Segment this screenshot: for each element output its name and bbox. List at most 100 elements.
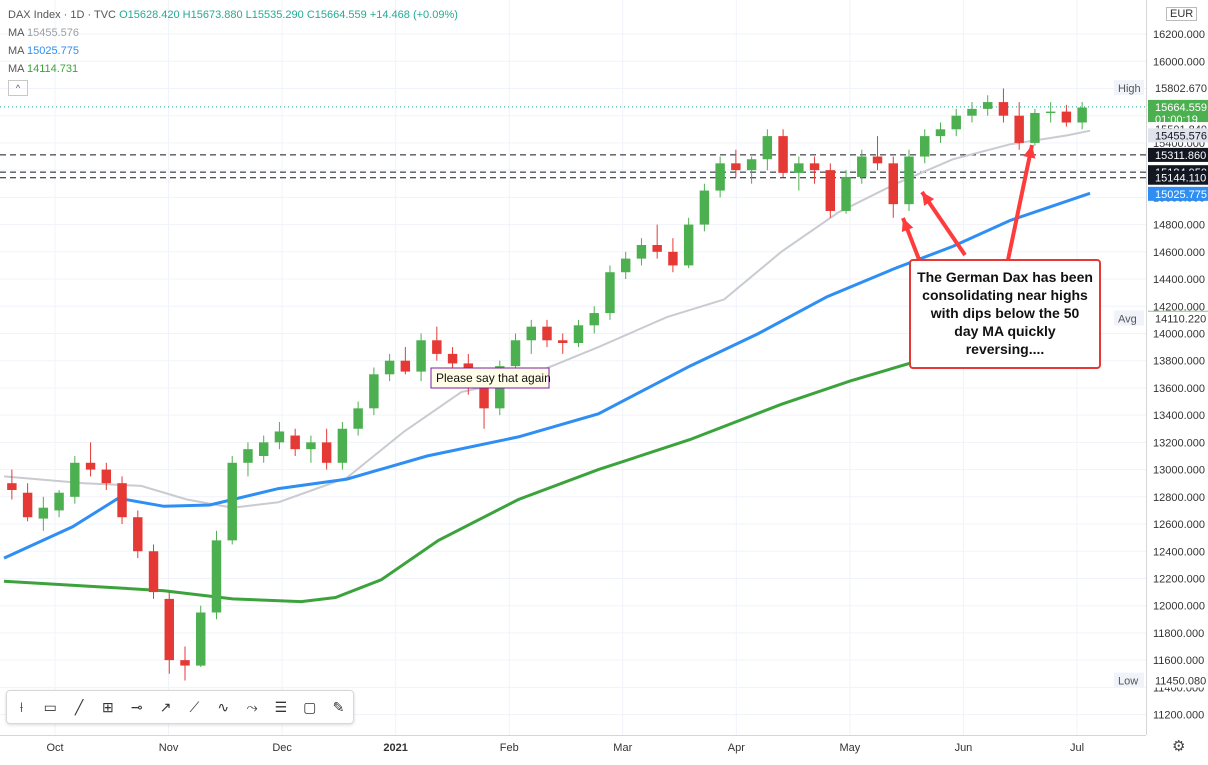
candle-body [337,428,348,463]
candle-body [211,540,222,613]
ma50-tag-bg [1148,128,1208,143]
candle-body [636,245,647,259]
arrow-shaft [920,190,967,257]
ma-value: 14114.731 [26,63,79,75]
candle [38,496,49,531]
curve-tool-icon[interactable]: ∿ [217,698,230,715]
trend-line-tool-icon[interactable]: ╱ [74,698,84,715]
candle [652,224,662,259]
candlestick-chart[interactable]: The German Dax has been consolidating nea… [0,0,1146,735]
candle [542,319,552,348]
time-tick-label: Jun [955,742,973,754]
candle-body [22,492,33,518]
candle [762,129,773,171]
candle [117,476,127,525]
candle-body [542,326,552,341]
price-tick-label: 14400.000 [1153,274,1205,286]
arrow-line-tool-icon[interactable]: ↗ [159,698,172,715]
collapse-legend-icon[interactable]: ^ [8,80,28,96]
box-tool-icon[interactable]: ▢ [303,698,317,715]
candle-body [101,469,112,484]
candle-body [998,102,1009,116]
candle [211,530,222,620]
time-axis[interactable]: Oct Nov Dec 2021 Feb Mar Apr May Jun Jul [0,735,1146,759]
tooltip-box: Please say that again [430,367,551,389]
annotation-line: with dips below the 50 [930,305,1080,321]
legend-ma-50: MA 15455.576 [8,24,458,42]
candle-body [400,360,411,372]
price-tick-label: 12600.000 [1153,519,1205,531]
time-tick-label: Jul [1070,742,1084,754]
candle [636,238,647,266]
price-tick-label: 12000.000 [1153,601,1205,613]
candle [1077,102,1087,130]
candle-body [227,462,237,541]
brush-tool-icon[interactable]: ✎ [332,698,345,715]
candle-body [573,325,584,343]
candle-body [353,408,363,429]
rectangle-tool-icon[interactable]: ▭ [43,698,57,715]
candle [699,183,710,232]
candle [841,170,851,214]
polyline-tool-icon[interactable]: ⤳ [246,698,258,715]
candle-body [85,462,96,470]
candle-body [164,598,174,661]
candle [70,455,80,504]
candle-body [589,313,599,326]
candle-body [133,517,143,552]
time-axis-svg: Oct Nov Dec 2021 Feb Mar Apr May Jun Jul [46,742,1084,754]
candle-body [306,442,316,450]
ma50-tag: 15455.576 [1155,130,1207,142]
cursor-tool-icon[interactable]: ⟊ [19,698,24,715]
annotation-border [909,259,1101,369]
settings-gear-icon[interactable]: ⚙ [1172,738,1186,755]
candle-body [38,507,49,519]
avg-tag-bg [1148,311,1208,326]
ma100-tag-bg [1148,186,1208,201]
candle-body [605,272,615,314]
tooltip-border [430,367,550,389]
candle-body [148,551,159,593]
price-tick-label: 12200.000 [1153,573,1205,585]
time-tick-label: Feb [500,742,519,754]
time-tick-label: May [839,742,860,754]
candle [683,217,694,269]
current-price-tag: 15664.559 [1155,102,1207,114]
currency-badge[interactable]: EUR [1166,7,1198,21]
candle [243,442,253,477]
candle-body [715,163,725,191]
annotation-line: consolidating near highs [922,287,1088,303]
price-tick-label: 14200.000 [1153,301,1205,313]
candle [85,442,96,477]
price-axis[interactable]: 11200.000 11400.000 11600.000 11800.000 1200… [1146,0,1208,735]
candle-body [196,612,206,666]
level1-tag-bg [1148,147,1208,162]
candle [573,319,584,348]
candle [148,544,159,599]
crosshair-tool-icon[interactable]: ⊞ [102,698,114,715]
candle-body [982,102,993,109]
candle [746,156,757,184]
candle-body [258,442,269,456]
horizontal-ray-tool-icon[interactable]: ⊸ [130,698,143,715]
candle-body [432,340,442,354]
path-tool-icon[interactable]: ⟋ [189,698,200,715]
low-tag-bg [1148,673,1208,688]
annotation-line: day MA quickly [954,323,1056,339]
candle-body [857,156,867,177]
price-tick-label: 11800.000 [1153,628,1204,640]
candle [164,592,174,674]
candle [951,108,961,137]
price-axis-svg: 11200.00011400.00011600.00011800.0001200… [1148,29,1208,722]
price-tick-label: 13400.000 [1153,410,1205,422]
candle [967,102,977,123]
candle-body [699,190,710,225]
candle [337,421,348,470]
candle [274,421,285,450]
candle-body [935,129,946,137]
arrow-head [901,218,914,232]
parallel-lines-tool-icon[interactable]: ☰ [274,698,288,715]
price-tick-label: 16000.000 [1153,56,1205,68]
chart-plot-area[interactable]: The German Dax has been consolidating nea… [0,0,1146,735]
candle [668,238,678,273]
